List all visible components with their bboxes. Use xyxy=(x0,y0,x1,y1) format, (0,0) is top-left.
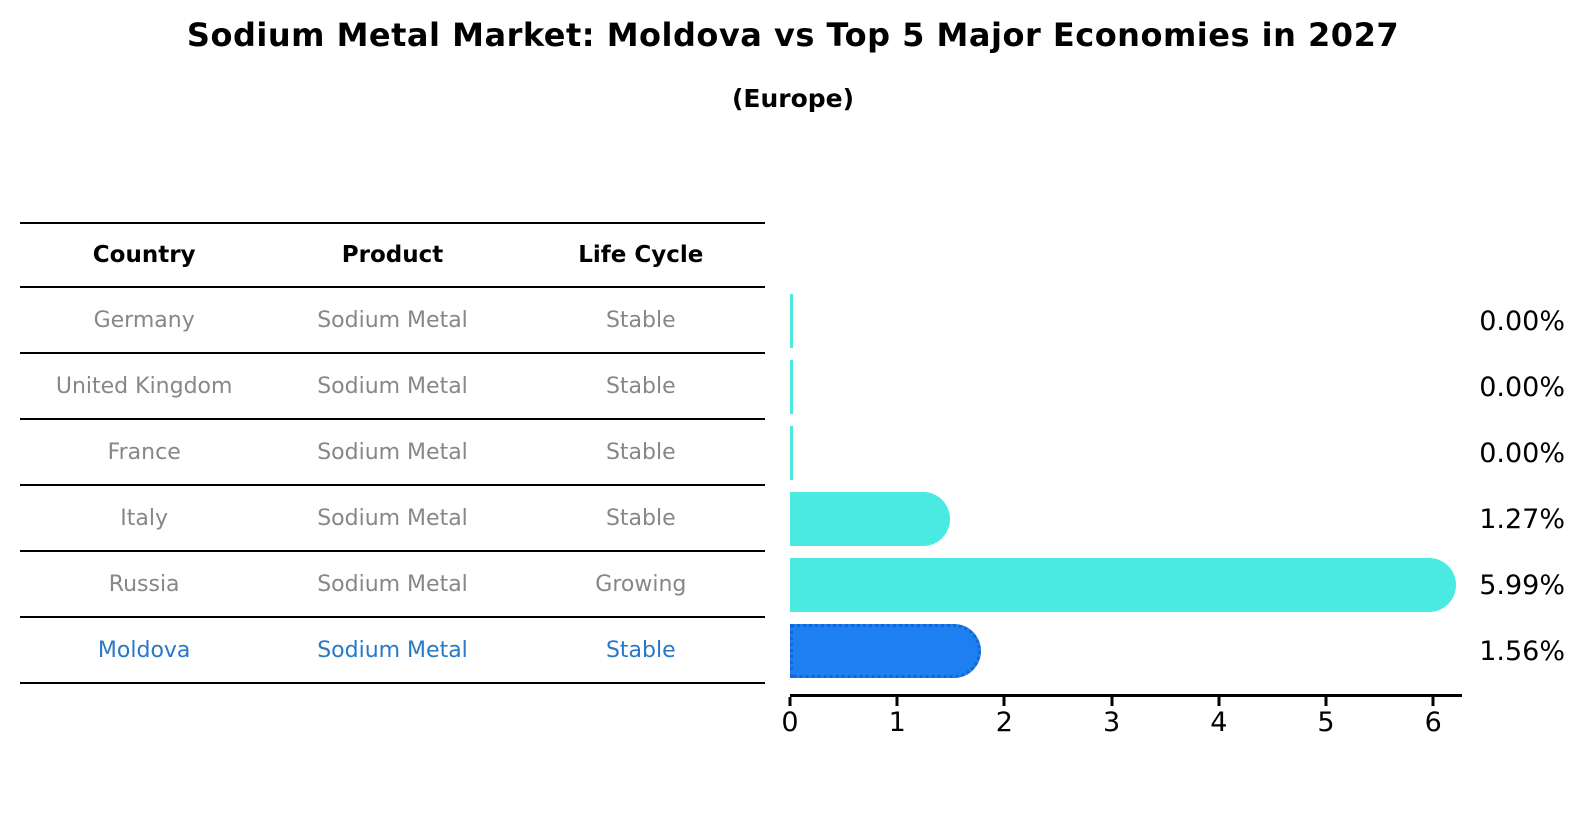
bar-russia xyxy=(790,558,1457,612)
x-axis-tick-label: 2 xyxy=(995,707,1013,738)
bar-row-france xyxy=(790,420,1462,486)
value-label-column: 0.00% 0.00% 0.00% 1.27% 5.99% 1.56% xyxy=(1380,288,1565,684)
bar-row-germany xyxy=(790,288,1462,354)
table-header-row: Country Product Life Cycle xyxy=(20,224,765,288)
x-axis: 0 1 2 3 4 5 6 xyxy=(781,694,1462,744)
bar-row-moldova xyxy=(790,618,1462,684)
value-label-italy: 1.27% xyxy=(1479,503,1565,535)
value-label-moldova: 1.56% xyxy=(1479,635,1565,667)
cell-product: Sodium Metal xyxy=(317,571,468,597)
x-axis-tick xyxy=(1324,697,1328,706)
cell-life-cycle: Growing xyxy=(595,571,687,597)
cell-life-cycle: Stable xyxy=(605,307,676,333)
value-label-germany: 0.00% xyxy=(1479,305,1565,337)
bar-row-united-kingdom xyxy=(790,354,1462,420)
cell-life-cycle: Stable xyxy=(605,439,676,465)
table-row-germany: Germany Sodium Metal Stable xyxy=(20,288,765,354)
cell-country: Moldova xyxy=(97,637,191,663)
cell-product: Sodium Metal xyxy=(317,439,468,465)
x-axis-tick-label: 4 xyxy=(1210,707,1228,738)
cell-country: Russia xyxy=(108,571,180,597)
value-label-russia: 5.99% xyxy=(1479,569,1565,601)
cell-country: United Kingdom xyxy=(55,373,233,399)
col-header-life-cycle: Life Cycle xyxy=(578,242,704,268)
cell-life-cycle: Stable xyxy=(605,637,676,663)
bar-plot-area xyxy=(790,288,1462,684)
cell-life-cycle: Stable xyxy=(605,373,676,399)
x-axis-tick-label: 1 xyxy=(888,707,906,738)
x-axis-tick xyxy=(788,697,792,706)
bar-row-italy xyxy=(790,486,1462,552)
col-header-product: Product xyxy=(341,242,444,268)
x-axis-tick-label: 5 xyxy=(1317,707,1335,738)
bar-row-russia xyxy=(790,552,1462,618)
table-row-russia: Russia Sodium Metal Growing xyxy=(20,552,765,618)
chart-title: Sodium Metal Market: Moldova vs Top 5 Ma… xyxy=(186,16,1400,54)
x-axis-tick-label: 6 xyxy=(1424,707,1442,738)
cell-country: Germany xyxy=(93,307,195,333)
table-row-united-kingdom: United Kingdom Sodium Metal Stable xyxy=(20,354,765,420)
x-axis-tick xyxy=(895,697,899,706)
country-table: Country Product Life Cycle Germany Sodiu… xyxy=(20,222,765,684)
cell-country: France xyxy=(107,439,181,465)
cell-country: Italy xyxy=(120,505,169,531)
x-axis-tick xyxy=(1217,697,1221,706)
x-axis-line xyxy=(790,694,1462,697)
bar-france xyxy=(790,426,793,480)
x-axis-tick-label: 0 xyxy=(781,707,799,738)
bar-germany xyxy=(790,294,793,348)
bar-united-kingdom xyxy=(790,360,793,414)
chart-subtitle: (Europe) xyxy=(731,84,855,113)
x-axis-tick xyxy=(1431,697,1435,706)
col-header-country: Country xyxy=(92,242,196,268)
cell-product: Sodium Metal xyxy=(317,373,468,399)
cell-product: Sodium Metal xyxy=(317,505,468,531)
bar-italy xyxy=(790,492,951,546)
x-axis-tick xyxy=(1110,697,1114,706)
x-axis-tick-label: 3 xyxy=(1103,707,1121,738)
table-row-italy: Italy Sodium Metal Stable xyxy=(20,486,765,552)
value-label-united-kingdom: 0.00% xyxy=(1479,371,1565,403)
cell-product: Sodium Metal xyxy=(317,307,468,333)
bar-moldova xyxy=(790,624,982,678)
cell-product: Sodium Metal xyxy=(317,637,468,663)
x-axis-tick xyxy=(1002,697,1006,706)
table-row-france: France Sodium Metal Stable xyxy=(20,420,765,486)
value-label-france: 0.00% xyxy=(1479,437,1565,469)
cell-life-cycle: Stable xyxy=(605,505,676,531)
table-row-moldova: Moldova Sodium Metal Stable xyxy=(20,618,765,684)
